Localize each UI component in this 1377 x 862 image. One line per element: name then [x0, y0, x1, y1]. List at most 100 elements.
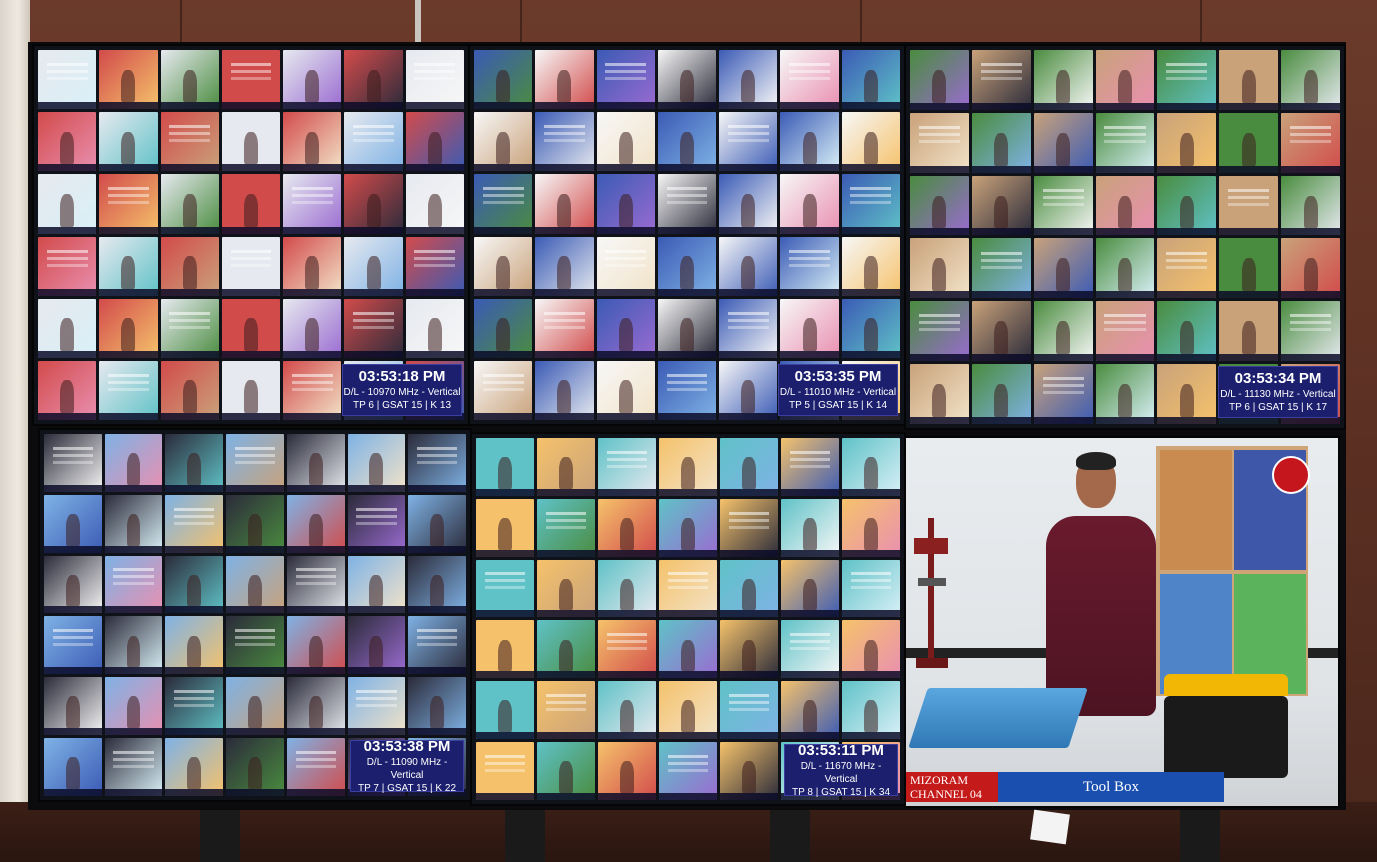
channel-thumbnail: [1157, 175, 1217, 236]
channel-thumbnail: [38, 112, 97, 172]
channel-thumbnail: [659, 559, 717, 618]
channel-thumbnail: [474, 236, 533, 296]
channel-thumbnail: [38, 50, 97, 110]
channel-thumbnail: [476, 498, 534, 557]
channel-thumbnail: [1157, 50, 1217, 110]
slide-text: [414, 63, 456, 66]
channel-thumbnail: [286, 555, 345, 614]
channel-thumbnail: [104, 494, 163, 553]
teacher-figure: [618, 131, 633, 165]
channel-thumbnail: [226, 738, 284, 796]
channel-thumbnail: [1281, 112, 1340, 173]
slide-text: [46, 249, 88, 253]
teacher-figure: [618, 380, 633, 413]
channel-thumbnail: [780, 174, 839, 234]
teacher-figure: [65, 574, 80, 607]
ceiling-cable: [415, 0, 421, 46]
teacher-figure: [1241, 258, 1256, 292]
channel-thumbnail: [1219, 175, 1279, 236]
status-transponder: TP 5 | GSAT 15 | K 14: [788, 400, 888, 411]
channel-thumbnail: [1157, 238, 1217, 299]
status-time: 03:53:35 PM: [794, 368, 882, 385]
teacher-figure: [369, 574, 384, 607]
poster-panel: [1160, 450, 1232, 570]
slide-text: [356, 507, 397, 511]
channel-thumbnail: [347, 616, 406, 675]
slide-text: [169, 125, 211, 129]
teacher-figure: [679, 131, 694, 165]
channel-thumbnail: [104, 434, 163, 492]
teacher-figure: [681, 457, 695, 489]
teacher-figure: [620, 761, 634, 793]
channel-thumbnail: [286, 494, 345, 553]
channel-thumbnail: [104, 555, 163, 614]
channel-thumbnail: [841, 298, 900, 358]
teacher-figure: [620, 700, 634, 733]
channel-thumbnail: [841, 236, 900, 296]
presenter: [976, 448, 1156, 768]
channel-thumbnail: [283, 112, 342, 172]
channel-thumbnail: [537, 742, 595, 800]
channel-thumbnail: [659, 620, 717, 679]
slide-text: [606, 450, 648, 454]
wall-pillar: [0, 0, 30, 862]
slide-text: [295, 568, 336, 572]
teacher-figure: [369, 453, 384, 485]
education-poster: [1156, 446, 1308, 696]
teacher-figure: [126, 453, 141, 485]
teacher-figure: [863, 318, 878, 351]
slide-text: [353, 125, 394, 129]
channel-thumbnail: [405, 298, 464, 358]
channel-thumbnail: [1281, 301, 1340, 362]
channel-thumbnail: [99, 298, 158, 358]
teacher-figure: [496, 69, 511, 103]
channel-thumbnail: [598, 559, 656, 618]
channel-thumbnail: [535, 174, 594, 234]
channel-thumbnail: [537, 559, 595, 618]
channel-thumbnail: [659, 742, 717, 800]
slide-text: [482, 373, 524, 377]
slide-text: [356, 690, 397, 694]
channel-thumbnail: [910, 112, 969, 173]
channel-thumbnail: [283, 298, 342, 358]
status-time: 03:53:18 PM: [358, 368, 446, 385]
slide-text: [727, 311, 769, 315]
channel-thumbnail: [596, 112, 655, 172]
slide-text: [980, 251, 1022, 255]
slide-text: [666, 373, 708, 377]
channel-thumbnail: [1157, 364, 1217, 424]
slide-text: [789, 249, 830, 253]
channel-thumbnail: [1095, 50, 1155, 110]
channel-thumbnail: [104, 616, 163, 675]
teacher-figure: [366, 69, 381, 103]
teacher-figure: [932, 69, 947, 103]
channel-thumbnail: [476, 438, 534, 496]
teacher-figure: [366, 256, 381, 289]
channel-thumbnail: [474, 360, 533, 420]
channel-thumbnail: [38, 360, 97, 420]
channel-thumbnail: [160, 50, 219, 110]
channel-thumbnail: [841, 50, 900, 110]
teacher-figure: [430, 513, 445, 546]
teacher-figure: [308, 513, 323, 546]
teacher-figure: [557, 193, 572, 227]
slide-text: [416, 629, 458, 633]
channel-thumbnail: [598, 742, 656, 800]
channel-thumbnail: [283, 236, 342, 296]
channel-thumbnail: [226, 555, 284, 614]
teacher-figure: [496, 318, 511, 351]
teacher-figure: [243, 380, 258, 413]
channel-thumbnail: [165, 555, 224, 614]
channel-thumbnail: [842, 498, 900, 557]
teacher-figure: [182, 193, 197, 227]
teacher-figure: [679, 318, 694, 351]
channel-thumbnail: [1033, 301, 1093, 362]
slide-text: [728, 511, 770, 515]
status-frequency: D/L - 10970 MHz - Vertical: [343, 387, 461, 398]
channel-thumbnail: [226, 677, 284, 736]
channel-thumbnail: [283, 174, 342, 234]
channel-thumbnail: [44, 738, 102, 796]
toolbox-lid: [1164, 674, 1288, 696]
slide-text: [850, 187, 892, 191]
teacher-figure: [305, 131, 320, 165]
